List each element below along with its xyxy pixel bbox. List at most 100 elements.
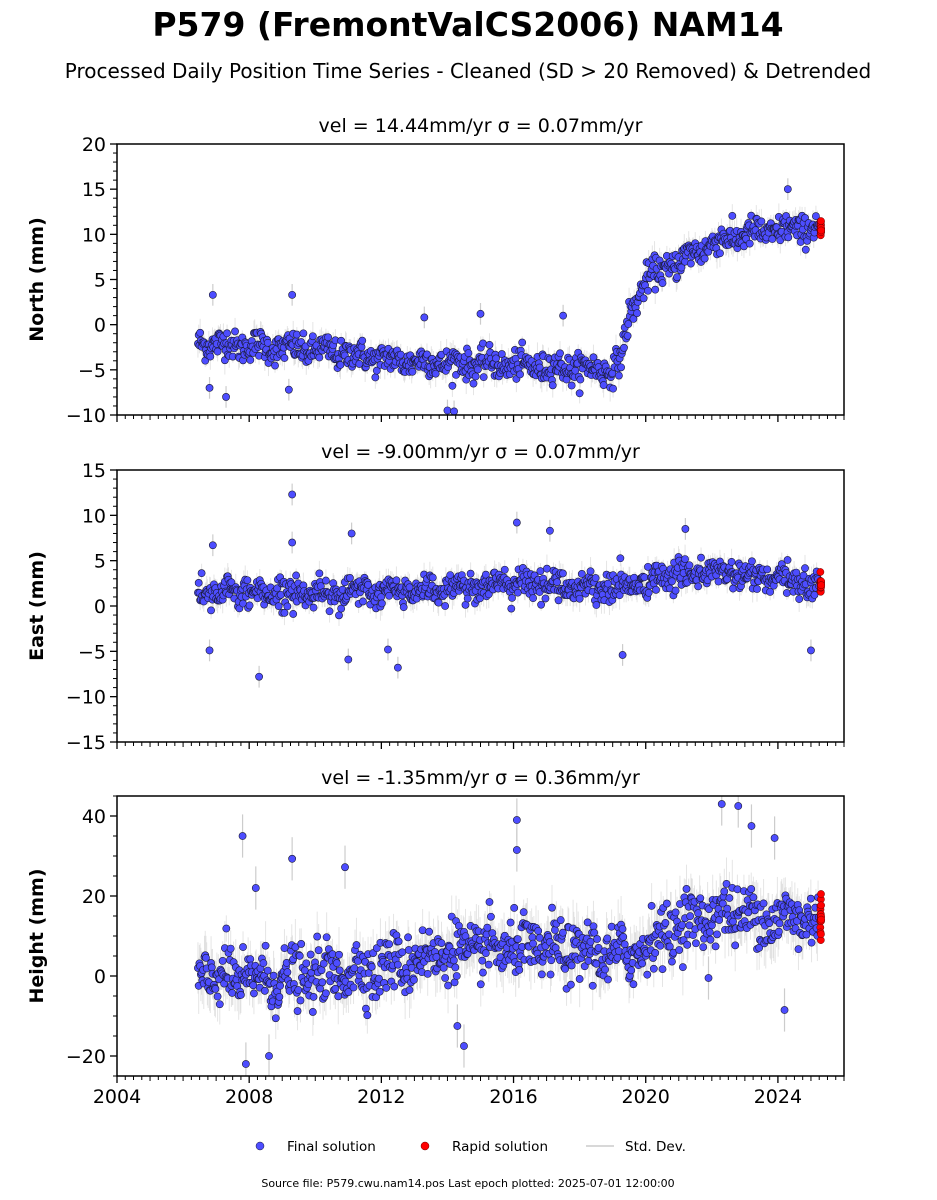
final-point <box>202 953 210 962</box>
final-point <box>246 955 255 964</box>
velocity-label: vel = 14.44mm/yr σ = 0.07mm/yr <box>319 115 643 137</box>
y-axis-label: Height (mm) <box>26 868 48 1003</box>
final-point <box>207 963 216 972</box>
y-tick-label: 15 <box>82 460 106 482</box>
final-point <box>500 565 509 574</box>
final-point <box>577 570 586 578</box>
final-point <box>763 565 772 574</box>
final-point <box>207 606 215 615</box>
final-point <box>623 331 632 340</box>
plot-area <box>194 178 826 415</box>
final-point <box>396 350 405 359</box>
final-point <box>352 941 361 949</box>
final-point <box>313 932 322 941</box>
final-point <box>228 989 237 997</box>
final-point <box>404 933 412 942</box>
final-point <box>644 286 652 295</box>
final-point <box>393 960 402 969</box>
final-point <box>309 993 318 1001</box>
final-point <box>261 941 270 950</box>
final-point <box>554 596 563 605</box>
final-point <box>536 567 545 576</box>
final-point <box>205 383 214 392</box>
final-point <box>729 584 737 593</box>
final-point <box>541 594 550 603</box>
rapid-solution-series <box>816 217 826 240</box>
final-point <box>280 354 289 362</box>
final-point <box>677 263 686 272</box>
final-point <box>322 933 331 942</box>
final-point <box>576 375 585 384</box>
final-point <box>274 602 283 611</box>
final-point <box>271 361 279 370</box>
final-point <box>350 964 359 973</box>
final-point <box>194 579 203 587</box>
final-point <box>288 538 297 547</box>
final-point <box>331 984 340 993</box>
final-point <box>728 211 737 220</box>
final-point <box>364 580 372 589</box>
final-point <box>280 944 289 953</box>
final-point <box>799 571 808 580</box>
final-point <box>226 944 235 953</box>
final-point <box>332 959 341 967</box>
final-point <box>545 526 554 535</box>
final-point <box>243 576 252 585</box>
final-point <box>624 320 633 328</box>
final-point <box>392 576 401 585</box>
final-point <box>783 556 792 564</box>
final-point <box>448 381 457 390</box>
final-point <box>658 279 667 288</box>
final-point <box>335 611 343 620</box>
final-point <box>604 579 612 588</box>
final-point <box>434 598 443 607</box>
final-point <box>686 259 695 268</box>
final-point <box>357 343 366 351</box>
final-point <box>443 406 452 415</box>
y-tick-label: 0 <box>94 596 106 618</box>
final-point <box>537 600 546 609</box>
final-point <box>215 1000 224 1009</box>
final-point <box>322 989 330 998</box>
final-point <box>651 285 660 294</box>
final-point <box>196 328 205 337</box>
final-point <box>727 557 736 566</box>
final-point <box>385 940 394 949</box>
final-point <box>463 594 472 603</box>
panel-east: vel = -9.00mm/yr σ = 0.07mm/yr East (mm) −… <box>26 441 845 754</box>
plot-area <box>194 483 826 688</box>
final-point <box>269 971 278 980</box>
y-tick-label: −5 <box>78 641 106 663</box>
final-point <box>293 1007 302 1015</box>
final-point <box>324 333 332 342</box>
final-point <box>404 946 413 954</box>
final-point <box>218 956 227 965</box>
y-tick-label: −5 <box>78 360 106 382</box>
final-point <box>518 338 527 347</box>
final-point <box>315 353 324 362</box>
final-point <box>615 591 624 600</box>
final-point <box>425 927 434 936</box>
final-point <box>314 946 323 955</box>
final-point <box>361 1004 370 1013</box>
final-point <box>671 586 680 595</box>
final-point <box>271 1014 280 1023</box>
final-point <box>297 940 306 948</box>
final-point <box>784 233 793 242</box>
y-tick-label: 15 <box>82 179 106 201</box>
stddev-lines <box>197 178 820 415</box>
final-point <box>325 607 334 616</box>
final-point <box>418 926 427 935</box>
final-point <box>617 363 625 372</box>
final-point <box>516 370 524 379</box>
final-point <box>609 384 617 393</box>
final-point <box>255 672 263 681</box>
final-point <box>633 309 641 318</box>
final-point <box>197 569 206 578</box>
final-point <box>479 339 487 348</box>
final-point <box>614 371 623 380</box>
panel-height: vel = -1.35mm/yr σ = 0.36mm/yr Height (mm… <box>26 767 845 1108</box>
final-point <box>335 950 343 959</box>
final-point <box>372 944 381 953</box>
